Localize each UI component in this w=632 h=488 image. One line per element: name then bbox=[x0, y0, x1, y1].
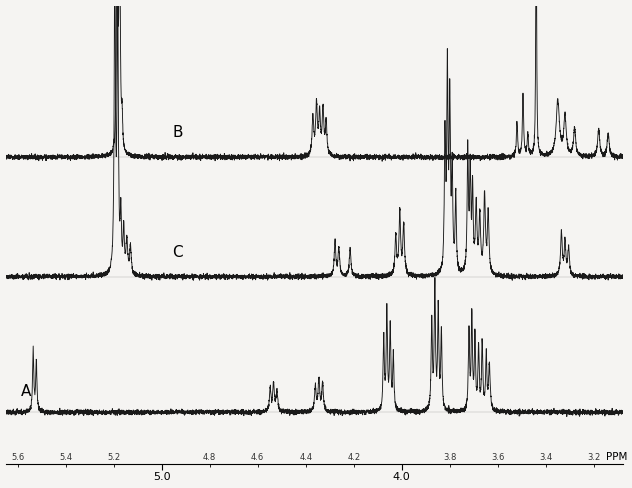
Text: A: A bbox=[21, 385, 32, 399]
Text: 3.2: 3.2 bbox=[587, 453, 600, 462]
Text: 3.6: 3.6 bbox=[491, 453, 504, 462]
Text: 4.4: 4.4 bbox=[299, 453, 312, 462]
Text: B: B bbox=[172, 125, 183, 140]
Text: PPM: PPM bbox=[606, 452, 628, 462]
Text: 5.4: 5.4 bbox=[59, 453, 72, 462]
Text: 5.6: 5.6 bbox=[11, 453, 24, 462]
Text: 5.2: 5.2 bbox=[107, 453, 120, 462]
Text: 4.6: 4.6 bbox=[251, 453, 264, 462]
Text: 4.8: 4.8 bbox=[203, 453, 216, 462]
Text: C: C bbox=[172, 245, 183, 260]
Text: 3.8: 3.8 bbox=[443, 453, 456, 462]
Text: 3.4: 3.4 bbox=[539, 453, 552, 462]
Text: 4.2: 4.2 bbox=[347, 453, 360, 462]
